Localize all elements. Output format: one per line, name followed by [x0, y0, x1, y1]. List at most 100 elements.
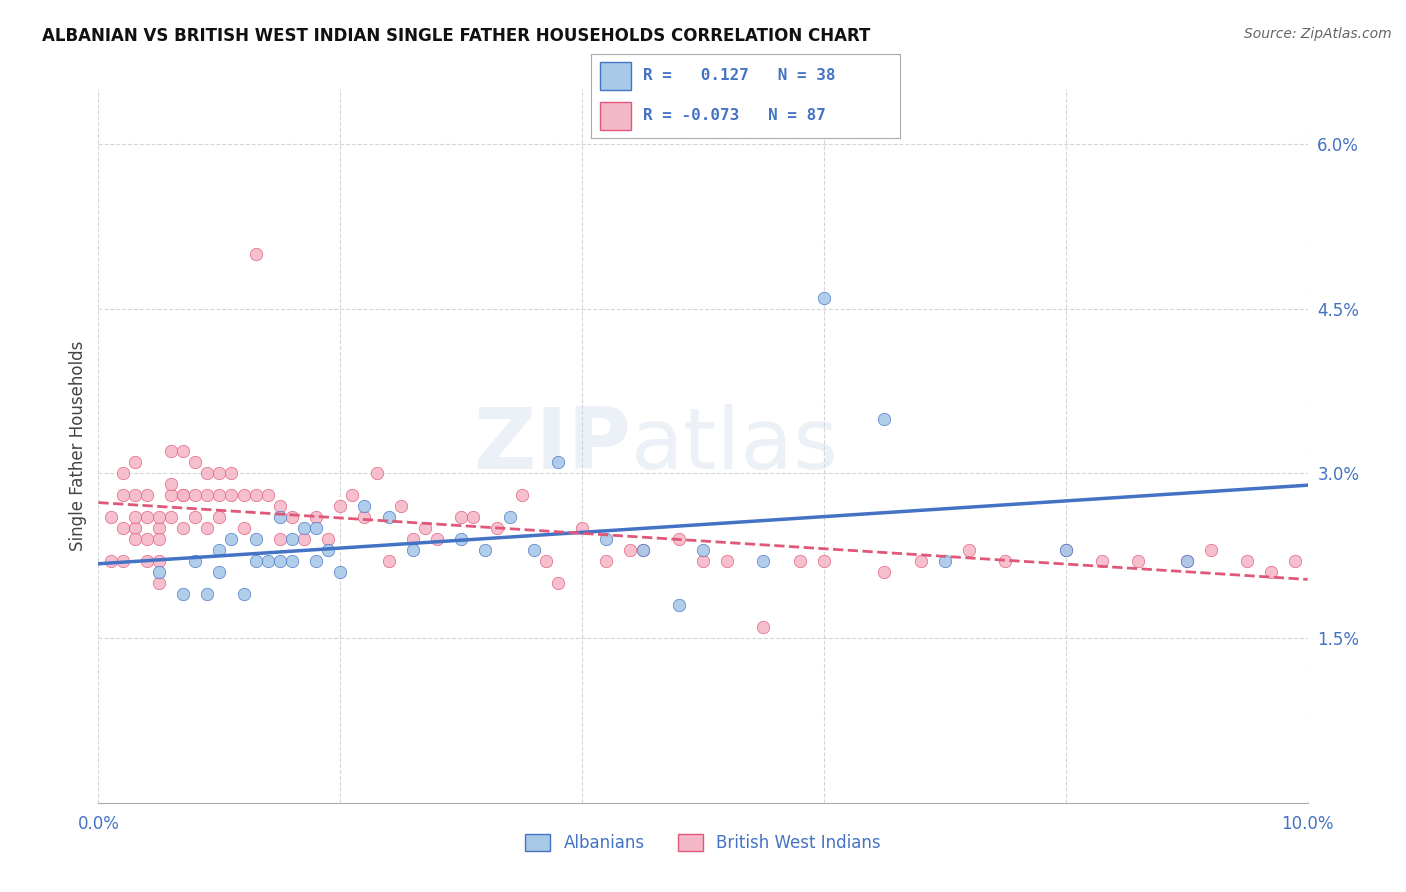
- Point: [135, 510, 157, 524]
- Y-axis label: Single Father Households: Single Father Households: [69, 341, 87, 551]
- Point: [450, 533, 472, 547]
- Point: [1054, 543, 1077, 558]
- Point: [389, 500, 412, 514]
- Point: [329, 500, 352, 514]
- Point: [486, 521, 509, 535]
- Text: ALBANIAN VS BRITISH WEST INDIAN SINGLE FATHER HOUSEHOLDS CORRELATION CHART: ALBANIAN VS BRITISH WEST INDIAN SINGLE F…: [42, 27, 870, 45]
- Point: [256, 488, 278, 502]
- Point: [292, 521, 315, 535]
- Point: [124, 488, 146, 502]
- Point: [221, 467, 243, 481]
- Point: [692, 543, 714, 558]
- Point: [342, 488, 364, 502]
- Point: [184, 510, 207, 524]
- Point: [111, 467, 134, 481]
- Text: R = -0.073   N = 87: R = -0.073 N = 87: [643, 108, 825, 123]
- FancyBboxPatch shape: [600, 102, 631, 130]
- Text: ZIP: ZIP: [472, 404, 630, 488]
- Point: [1128, 554, 1150, 568]
- Point: [208, 467, 231, 481]
- Point: [124, 521, 146, 535]
- Point: [148, 521, 170, 535]
- Point: [100, 510, 122, 524]
- Point: [305, 510, 328, 524]
- Point: [1054, 543, 1077, 558]
- Point: [716, 554, 738, 568]
- Point: [245, 247, 267, 261]
- Point: [232, 488, 254, 502]
- Point: [426, 533, 449, 547]
- Point: [124, 455, 146, 469]
- Point: [292, 533, 315, 547]
- Point: [232, 521, 254, 535]
- Point: [269, 533, 291, 547]
- Point: [873, 411, 896, 425]
- Point: [184, 488, 207, 502]
- Point: [329, 566, 352, 580]
- Point: [111, 521, 134, 535]
- Point: [135, 533, 157, 547]
- Point: [124, 510, 146, 524]
- Point: [316, 543, 339, 558]
- Point: [994, 554, 1017, 568]
- Point: [450, 510, 472, 524]
- Point: [668, 533, 690, 547]
- Point: [256, 554, 278, 568]
- Point: [195, 587, 218, 601]
- Point: [534, 554, 557, 568]
- Point: [595, 533, 617, 547]
- Point: [402, 533, 425, 547]
- Point: [221, 488, 243, 502]
- Point: [172, 444, 194, 458]
- Point: [172, 587, 194, 601]
- Point: [269, 510, 291, 524]
- Legend: Albanians, British West Indians: Albanians, British West Indians: [519, 827, 887, 859]
- Point: [1091, 554, 1114, 568]
- Point: [184, 455, 207, 469]
- Point: [148, 510, 170, 524]
- Point: [873, 566, 896, 580]
- Point: [463, 510, 485, 524]
- Point: [208, 510, 231, 524]
- Point: [510, 488, 533, 502]
- Point: [160, 488, 183, 502]
- Point: [172, 488, 194, 502]
- Text: R =   0.127   N = 38: R = 0.127 N = 38: [643, 68, 835, 83]
- Point: [934, 554, 956, 568]
- Point: [813, 554, 835, 568]
- Point: [195, 467, 218, 481]
- Point: [668, 598, 690, 612]
- FancyBboxPatch shape: [600, 62, 631, 90]
- Point: [148, 566, 170, 580]
- Point: [547, 576, 569, 591]
- Point: [353, 510, 375, 524]
- Point: [1175, 554, 1198, 568]
- Point: [1284, 554, 1306, 568]
- Point: [208, 566, 231, 580]
- Point: [752, 620, 775, 634]
- Point: [269, 554, 291, 568]
- Point: [402, 543, 425, 558]
- Point: [148, 533, 170, 547]
- Point: [474, 543, 496, 558]
- Point: [208, 543, 231, 558]
- Point: [316, 533, 339, 547]
- Point: [523, 543, 546, 558]
- Point: [957, 543, 980, 558]
- Point: [353, 500, 375, 514]
- Point: [281, 554, 304, 568]
- Point: [305, 521, 328, 535]
- Point: [245, 554, 267, 568]
- Point: [366, 467, 388, 481]
- Point: [813, 291, 835, 305]
- Point: [148, 576, 170, 591]
- Point: [631, 543, 654, 558]
- Point: [692, 554, 714, 568]
- Point: [571, 521, 593, 535]
- Point: [498, 510, 520, 524]
- Point: [245, 488, 267, 502]
- Point: [172, 521, 194, 535]
- Point: [789, 554, 811, 568]
- Point: [160, 510, 183, 524]
- Point: [752, 554, 775, 568]
